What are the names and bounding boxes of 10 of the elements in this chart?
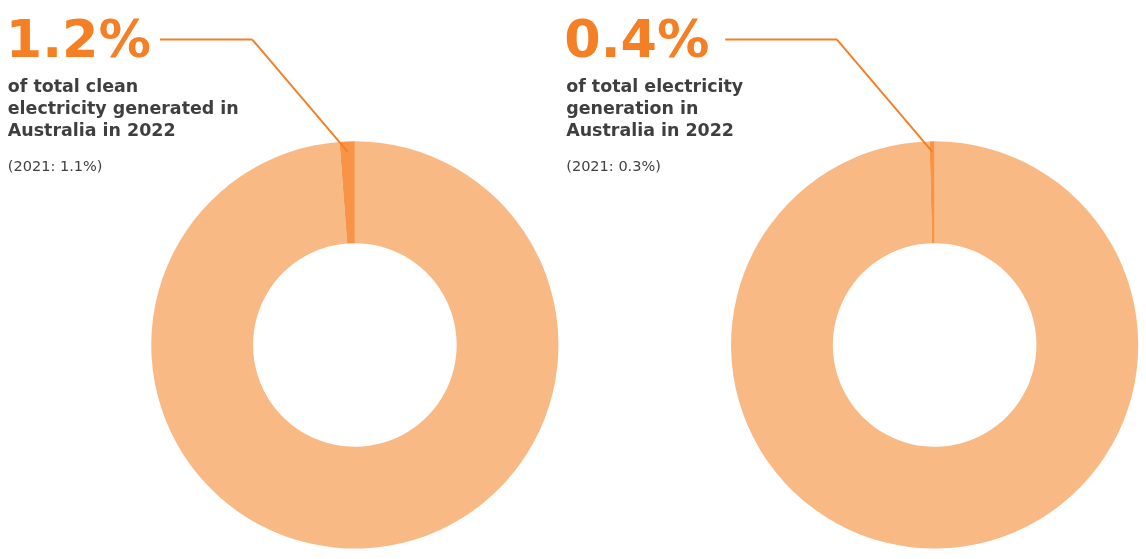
text: of total electricity generation in Australia in 2022 [566, 75, 744, 141]
text: 1.2% [5, 7, 151, 69]
donut-slice [731, 141, 1139, 549]
donut-slice [929, 141, 935, 244]
text: of total clean electricity generated in Australia in 2022 [7, 75, 239, 141]
text: (2021: 1.1%) [7, 158, 103, 175]
donut-slice [151, 141, 559, 549]
text: 0.4% [564, 7, 710, 69]
text: (2021: 0.3%) [566, 158, 661, 175]
donut-slice [339, 141, 355, 244]
